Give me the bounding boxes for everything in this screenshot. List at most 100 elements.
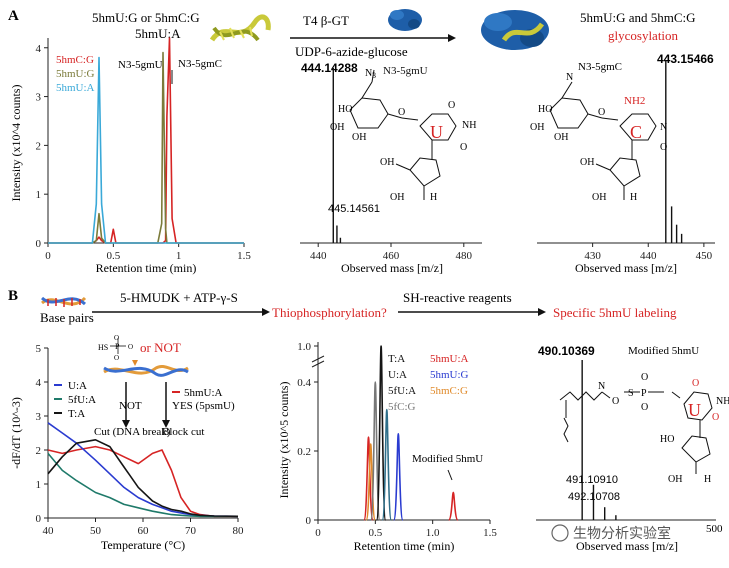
c3-xtick-label-2: 450 <box>696 250 713 262</box>
c5-xtick-label-2: 1.0 <box>426 527 440 539</box>
struct-l-oh4: OH <box>390 192 404 203</box>
c1-xlabel: Retention time (min) <box>96 261 197 275</box>
c5-peak-0 <box>363 436 374 521</box>
struct-m-oh: OH <box>668 474 682 485</box>
ms-spectrum-a-left: Observed mass [m/z] 444.14288 445.14561 … <box>300 61 482 275</box>
scheme-b-reagent2: SH-reactive reagents <box>403 290 512 305</box>
melt-marker-triangle <box>132 360 138 366</box>
c5-modified-pointer <box>447 469 453 481</box>
struct-r-ho1: HO <box>538 104 552 115</box>
c4-series-5fu-a <box>47 452 238 518</box>
c5-legend-left-1: U:A <box>388 369 407 381</box>
c5-peak-4 <box>381 408 393 521</box>
chromatogram-b: Intensity (x10^5 counts) Retention time … <box>277 341 497 553</box>
c4-xlabel: Temperature (°C) <box>101 538 185 552</box>
scheme-a-left-line1: 5hmU:G or 5hmC:G <box>92 10 200 25</box>
c4-ytick-label-2: 2 <box>36 445 42 457</box>
c3-main-peak-label: 443.15466 <box>657 52 714 66</box>
c5-legend-left-0: T:A <box>388 353 405 365</box>
melt-dna-icon <box>103 365 189 377</box>
c1-xtick-label-2: 1 <box>176 250 182 262</box>
c1-xtick-label-1: 0.5 <box>106 250 120 262</box>
structure-right-label: N3-5gmC <box>578 61 622 73</box>
enzyme-blob-icon <box>388 9 422 31</box>
c4-xtick-label-0: 40 <box>43 525 55 537</box>
c4-ylabel: -dF/dT (10^-3) <box>9 397 23 469</box>
c2-xtick-label-1: 460 <box>383 250 400 262</box>
c1-ytick-label-4: 4 <box>36 43 42 55</box>
struct-r-oh1: OH <box>554 132 568 143</box>
scheme-b-step1: Thiophosphorylation? <box>272 305 387 320</box>
c5-legend-right-0: 5hmU:A <box>430 353 469 365</box>
c2-xlabel: Observed mass [m/z] <box>341 261 443 275</box>
melt-arrowhead-yes <box>162 420 170 428</box>
struct-l-oh1: OH <box>352 132 366 143</box>
struct-l-o: O <box>398 107 405 118</box>
struct-r-h: H <box>630 192 637 203</box>
c5-modified-label: Modified 5hmU <box>412 453 483 465</box>
c5-xtick-label-3: 1.5 <box>483 527 497 539</box>
watermark-text: 生物分析实验室 <box>573 525 671 542</box>
base-pairs-dna-icon <box>40 296 87 307</box>
c5-legend-right-2: 5hmC:G <box>430 385 468 397</box>
struct-m-p: P <box>641 388 647 399</box>
struct-m-ho: HO <box>660 434 674 445</box>
c2-xtick-label-0: 440 <box>310 250 327 262</box>
panel-a-label: A <box>8 8 19 24</box>
c3-xtick-label-1: 440 <box>640 250 657 262</box>
struct-m-nh: N <box>598 381 605 392</box>
thio-hs: HS <box>98 343 108 352</box>
c4-legend-1: 5fU:A <box>68 394 96 406</box>
c5-peak-2 <box>370 381 381 521</box>
reaction-arrowhead-b1 <box>262 308 270 316</box>
scheme-a-right-line2: glycosylation <box>608 28 679 43</box>
struct-m-o: O <box>612 396 619 407</box>
melt-not-label: NOT <box>119 400 142 412</box>
c1-ytick-label-0: 0 <box>36 238 42 250</box>
c3-xlabel: Observed mass [m/z] <box>575 261 677 275</box>
reaction-arrowhead-a <box>448 34 456 42</box>
c4-ytick-label-5: 5 <box>36 343 42 355</box>
panel-b-label: B <box>8 288 18 304</box>
c4-legend-0: U:A <box>68 380 87 392</box>
struct-m-h: H <box>704 474 711 485</box>
melt-cut-label: Cut (DNA break) <box>94 426 171 438</box>
c6-main-peak-label: 490.10369 <box>538 344 595 358</box>
struct-m-base-letter: U <box>688 400 701 420</box>
structure-modified-5hmu <box>559 391 713 474</box>
c1-xtick-label-0: 0 <box>45 250 51 262</box>
scheme-b-step2: Specific 5hmU labeling <box>553 305 677 320</box>
struct-m-o-red2: O <box>712 412 719 423</box>
thio-o-top: O <box>114 334 119 342</box>
struct-l-h: H <box>430 192 437 203</box>
scheme-a-left-line2: 5hmU:A <box>135 26 181 41</box>
c5-xtick-label-0: 0 <box>315 527 321 539</box>
melt-yes-label: YES (5psmU) <box>172 400 235 412</box>
c5-legend-right-1: 5hmU:G <box>430 369 469 381</box>
struct-m-o-bottom: O <box>641 402 648 413</box>
struct-r-oh4: OH <box>592 192 606 203</box>
c6-xlabel: Observed mass [m/z] <box>576 539 678 553</box>
c5-xlabel: Retention time (min) <box>354 539 455 553</box>
c5-ylabel: Intensity (x10^5 counts) <box>277 382 291 499</box>
c1-legend-1: 5hmU:G <box>56 68 95 80</box>
struct-r-o: O <box>598 107 605 118</box>
scheme-a-right-line1: 5hmU:G and 5hmC:G <box>580 10 696 25</box>
c2-minor-peak-label: 445.14561 <box>328 203 380 215</box>
struct-r-nh2: NH2 <box>624 95 645 107</box>
c2-main-peak-label: 444.14288 <box>301 61 358 75</box>
struct-r-n3: N <box>566 72 573 83</box>
c1-ytick-label-3: 3 <box>36 92 42 104</box>
watermark-icon <box>551 524 569 542</box>
c1-xtick-label-3: 1.5 <box>237 250 251 262</box>
struct-l-o3: O <box>460 142 467 153</box>
c4-xtick-label-1: 50 <box>90 525 102 537</box>
c5-peak-5 <box>393 432 404 521</box>
c5-ytick-label-0: 0 <box>306 515 312 527</box>
struct-r-base-letter: C <box>630 122 642 142</box>
ms-spectrum-a-right: Observed mass [m/z] 443.15466 430 440 450 <box>537 52 715 275</box>
dna-helix-icon <box>209 14 271 42</box>
thio-o-bottom: O <box>114 354 119 362</box>
struct-l-nh: NH <box>462 120 476 131</box>
c4-legend-2: T:A <box>68 408 85 420</box>
